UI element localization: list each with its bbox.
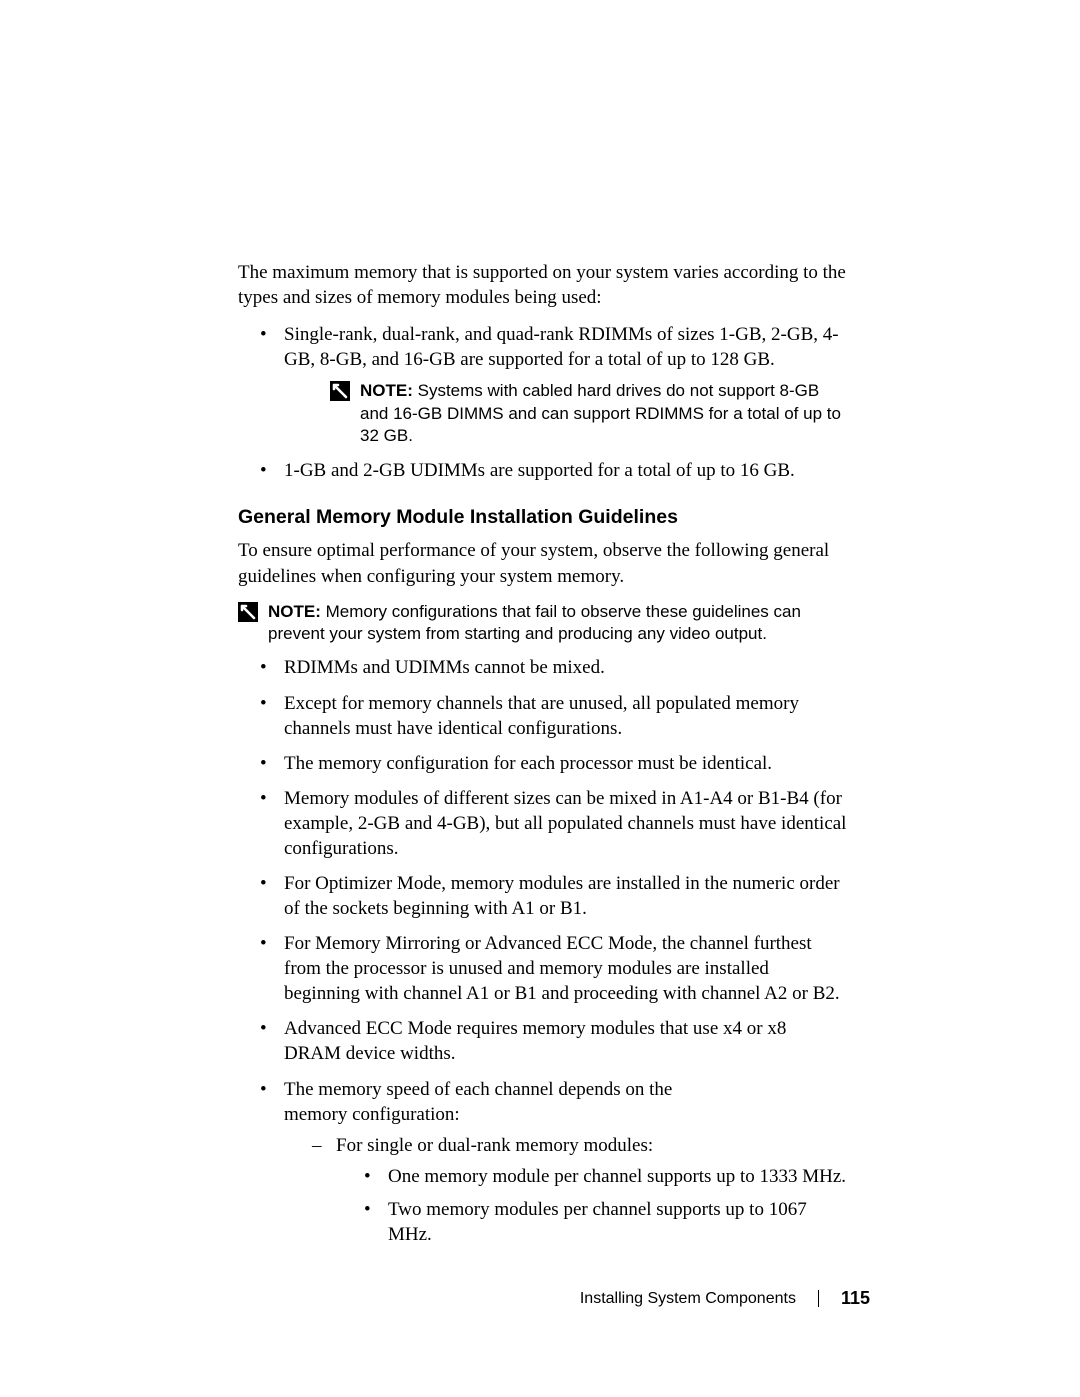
guideline-intro: To ensure optimal performance of your sy… (238, 538, 848, 588)
list-item: The memory configuration for each proces… (260, 751, 848, 776)
note-text: NOTE: Systems with cabled hard drives do… (360, 380, 848, 447)
list-item: RDIMMs and UDIMMs cannot be mixed. (260, 655, 848, 680)
note-icon (330, 381, 350, 401)
document-page: The maximum memory that is supported on … (0, 0, 1080, 1397)
list-item: For Memory Mirroring or Advanced ECC Mod… (260, 931, 848, 1006)
note-body: Memory configurations that fail to obser… (268, 602, 801, 643)
list-item: Memory modules of different sizes can be… (260, 786, 848, 861)
note-text: NOTE: Memory configurations that fail to… (268, 601, 848, 646)
list-item: For single or dual-rank memory modules: … (312, 1133, 848, 1247)
section-heading: General Memory Module Installation Guide… (238, 505, 848, 531)
page-number: 115 (841, 1288, 870, 1309)
speed-points-list: One memory module per channel supports u… (336, 1164, 848, 1247)
footer-separator (818, 1290, 819, 1307)
list-item-text: RDIMMs and UDIMMs cannot be mixed. (284, 657, 605, 678)
note-callout: NOTE: Systems with cabled hard drives do… (330, 380, 848, 447)
list-item-text: Memory modules of different sizes can be… (284, 788, 846, 859)
list-item-text: One memory module per channel supports u… (388, 1166, 846, 1187)
list-item: Single-rank, dual-rank, and quad-rank RD… (260, 322, 848, 447)
list-item-text: The memory speed of each channel depends… (284, 1079, 672, 1125)
list-item-text: The memory configuration for each proces… (284, 753, 772, 774)
list-item: Two memory modules per channel supports … (364, 1197, 848, 1247)
list-item: 1-GB and 2-GB UDIMMs are supported for a… (260, 458, 848, 483)
list-item-text: For Optimizer Mode, memory modules are i… (284, 873, 840, 919)
footer-section-label: Installing System Components (580, 1290, 796, 1308)
list-item-text: Two memory modules per channel supports … (388, 1199, 807, 1245)
note-callout: NOTE: Memory configurations that fail to… (238, 601, 848, 646)
list-item-text: Except for memory channels that are unus… (284, 693, 799, 739)
page-content: The maximum memory that is supported on … (238, 260, 848, 1257)
top-bullet-list: Single-rank, dual-rank, and quad-rank RD… (238, 322, 848, 483)
note-icon (238, 602, 258, 622)
intro-paragraph: The maximum memory that is supported on … (238, 260, 848, 310)
speed-sub-list: For single or dual-rank memory modules: … (284, 1133, 848, 1247)
list-item-text: Single-rank, dual-rank, and quad-rank RD… (284, 324, 839, 370)
list-item-text: For Memory Mirroring or Advanced ECC Mod… (284, 933, 840, 1004)
list-item: Except for memory channels that are unus… (260, 691, 848, 741)
note-label: NOTE: (360, 381, 413, 400)
list-item-text: 1-GB and 2-GB UDIMMs are supported for a… (284, 460, 795, 481)
guideline-list: RDIMMs and UDIMMs cannot be mixed. Excep… (238, 655, 848, 1247)
list-item: For Optimizer Mode, memory modules are i… (260, 871, 848, 921)
note-label: NOTE: (268, 602, 321, 621)
note-body: Systems with cabled hard drives do not s… (360, 381, 841, 445)
page-footer: Installing System Components 115 (580, 1288, 870, 1309)
list-item-text: Advanced ECC Mode requires memory module… (284, 1018, 786, 1064)
list-item: One memory module per channel supports u… (364, 1164, 848, 1189)
list-item: The memory speed of each channel depends… (260, 1077, 848, 1247)
list-item-text: For single or dual-rank memory modules: (336, 1135, 653, 1156)
list-item: Advanced ECC Mode requires memory module… (260, 1016, 848, 1066)
